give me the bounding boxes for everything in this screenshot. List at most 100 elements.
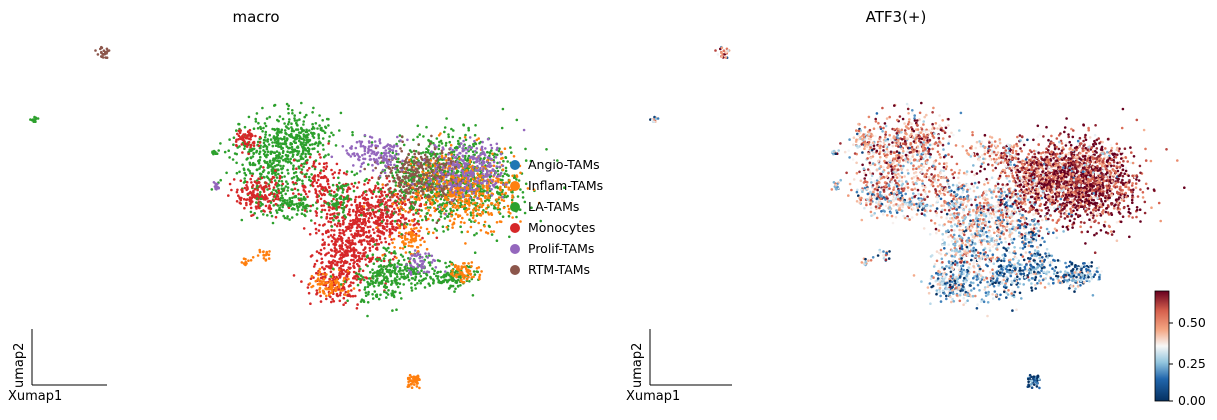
scatter-point <box>411 186 415 189</box>
scatter-point <box>215 188 218 191</box>
scatter-point <box>254 194 258 197</box>
scatter-point <box>264 198 267 201</box>
scatter-point <box>415 226 418 230</box>
scatter-point <box>395 308 398 312</box>
scatter-point <box>296 209 300 212</box>
scatter-point <box>321 208 324 212</box>
scatter-point <box>263 210 266 213</box>
scatter-point <box>361 154 364 157</box>
scatter-point <box>447 212 451 216</box>
scatter-point <box>264 124 268 128</box>
scatter-point <box>329 193 333 197</box>
scatter-point <box>270 214 274 218</box>
scatter-point <box>490 188 493 191</box>
scatter-point <box>399 183 403 186</box>
scatter-point <box>309 153 313 156</box>
scatter-point <box>365 234 369 238</box>
scatter-point <box>304 155 308 158</box>
scatter-point <box>492 185 496 188</box>
scatter-point <box>410 282 413 285</box>
scatter-point <box>477 137 481 140</box>
scatter-point <box>427 138 430 142</box>
scatter-point <box>305 161 309 164</box>
scatter-point <box>469 197 472 200</box>
scatter-point <box>421 151 425 154</box>
scatter-point <box>260 172 263 176</box>
scatter-point <box>249 171 252 175</box>
scatter-point <box>526 187 530 190</box>
scatter-point <box>346 194 349 198</box>
scatter-point <box>335 197 339 201</box>
scatter-point <box>378 237 382 241</box>
scatter-point <box>282 158 285 162</box>
scatter-point <box>377 205 380 208</box>
scatter-point <box>410 386 414 390</box>
scatter-point <box>472 208 475 212</box>
scatter-point <box>451 205 455 209</box>
scatter-point <box>360 239 364 242</box>
scatter-point <box>352 276 355 280</box>
scatter-point <box>370 191 373 194</box>
scatter-point <box>492 160 496 164</box>
scatter-point <box>450 262 454 266</box>
scatter-point <box>333 190 336 194</box>
scatter-point <box>402 175 406 179</box>
scatter-point <box>455 275 458 279</box>
scatter-point <box>524 182 528 186</box>
scatter-point <box>465 201 469 205</box>
scatter-point <box>473 133 477 137</box>
scatter-point <box>311 122 314 126</box>
scatter-point <box>370 216 374 220</box>
scatter-point <box>418 198 421 202</box>
scatter-point <box>287 172 290 175</box>
scatter-point <box>320 193 324 197</box>
scatter-point <box>319 176 323 180</box>
scatter-point <box>269 201 273 204</box>
scatter-point <box>428 284 432 287</box>
scatter-point <box>342 219 345 223</box>
scatter-point <box>332 197 335 201</box>
scatter-point <box>323 282 327 285</box>
scatter-point <box>374 204 378 208</box>
scatter-point <box>286 150 289 153</box>
scatter-point <box>465 278 469 281</box>
scatter-point <box>246 198 249 201</box>
scatter-point <box>445 117 448 120</box>
scatter-point <box>275 211 279 214</box>
scatter-point <box>378 141 382 145</box>
scatter-point <box>495 198 498 201</box>
scatter-point <box>382 257 386 260</box>
scatter-point <box>453 290 456 293</box>
scatter-point <box>270 165 273 168</box>
scatter-point <box>430 150 433 153</box>
scatter-point <box>320 257 324 261</box>
scatter-point <box>331 289 334 292</box>
scatter-point <box>400 223 404 226</box>
scatter-point <box>300 101 303 105</box>
scatter-point <box>325 297 328 301</box>
scatter-point <box>357 214 361 217</box>
scatter-point <box>385 176 389 180</box>
scatter-point <box>462 189 466 193</box>
scatter-point <box>364 221 368 225</box>
scatter-point <box>368 148 371 152</box>
scatter-point <box>399 216 403 220</box>
scatter-point <box>505 195 508 199</box>
scatter-point <box>248 128 252 132</box>
scatter-point <box>356 283 360 287</box>
scatter-point <box>344 270 347 273</box>
scatter-point <box>240 143 244 146</box>
scatter-point <box>258 206 261 210</box>
scatter-point <box>334 289 337 293</box>
scatter-point <box>454 287 457 291</box>
scatter-point <box>242 133 245 136</box>
scatter-point <box>330 131 333 135</box>
scatter-point <box>428 165 431 169</box>
scatter-point <box>394 156 397 160</box>
scatter-point <box>435 236 439 240</box>
scatter-point <box>373 214 377 218</box>
scatter-point <box>361 221 365 225</box>
scatter-point <box>314 227 318 231</box>
scatter-point <box>244 257 247 261</box>
scatter-point <box>439 209 442 213</box>
